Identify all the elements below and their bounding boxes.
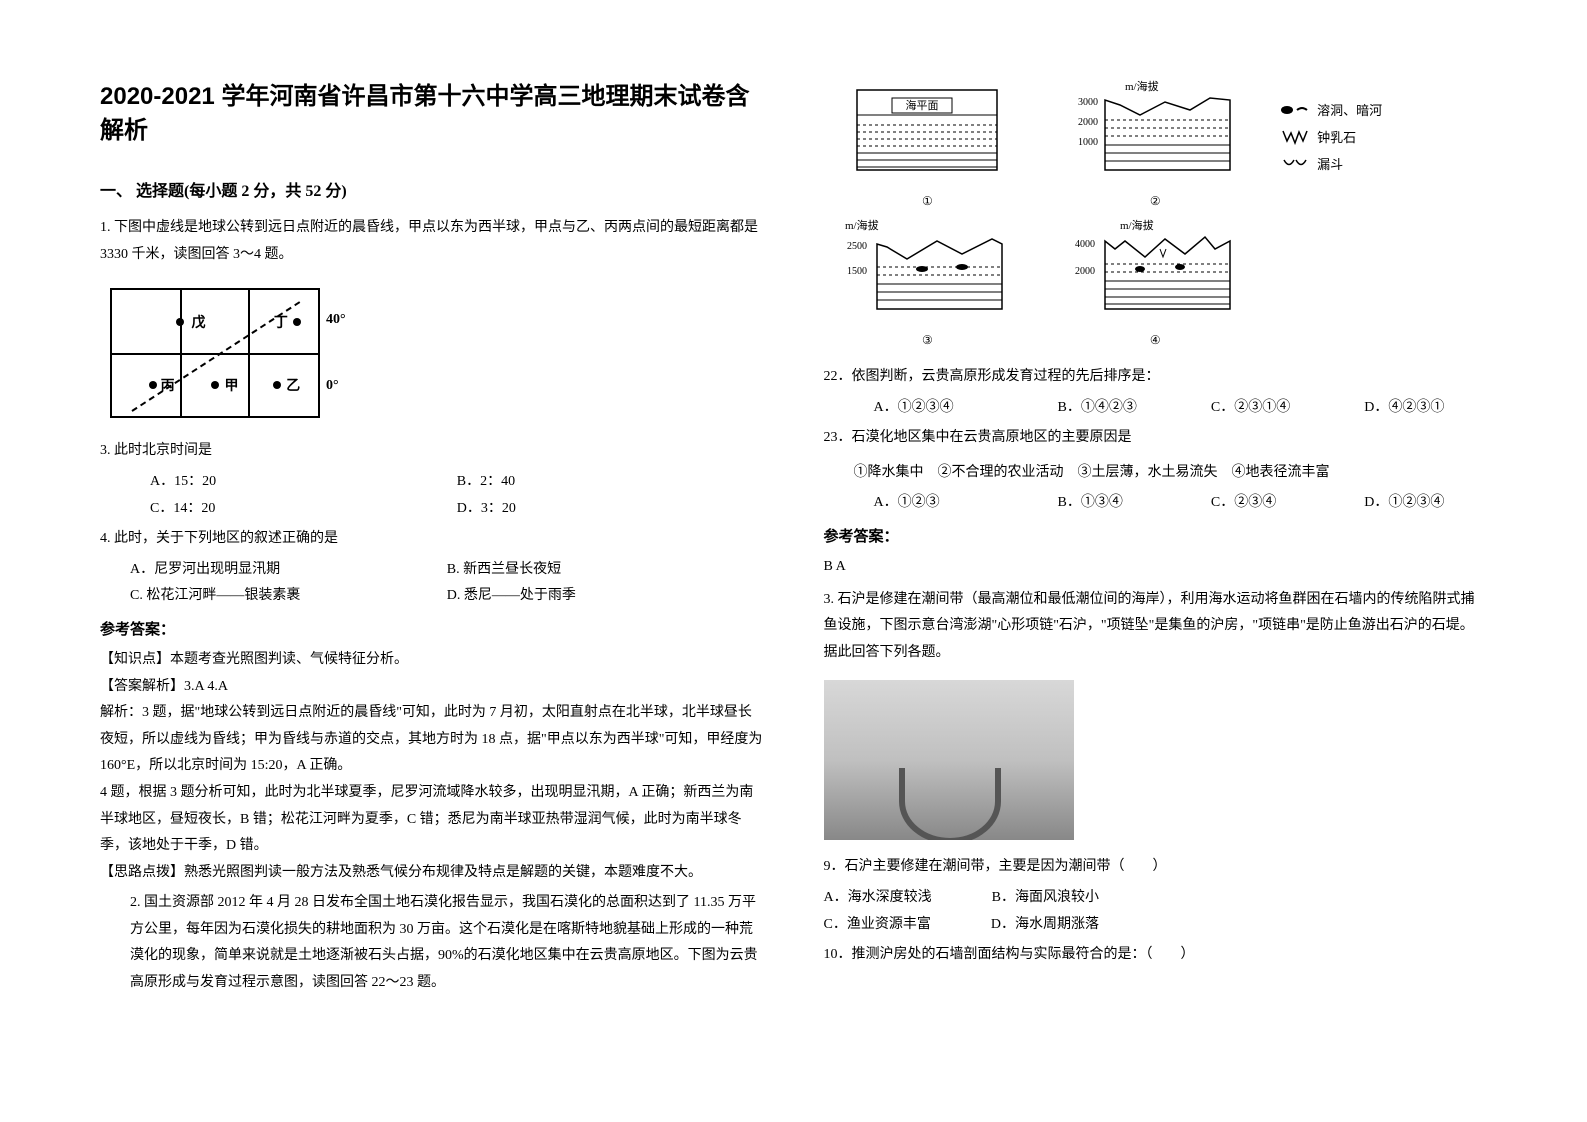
q22-opt-a: A．①②③④ [874,395,1058,422]
q23-opt-b: B．①③④ [1058,490,1211,517]
analysis-1a: 【知识点】本题考查光照图判读、气候特征分析。 [100,647,764,674]
q4-opt-d: D. 悉尼——处于雨季 [447,583,764,610]
q9-opt-d: D．海水周期涨落 [991,912,1099,939]
q22-opt-d: D．④②③① [1364,395,1487,422]
q4-options: A．尼罗河出现明显汛期 B. 新西兰昼长夜短 C. 松花江河畔——银装素裹 D.… [100,557,764,610]
svg-text:2000: 2000 [1075,266,1095,277]
label-bing: 丙 [161,375,175,395]
q9-opt-a: A．海水深度较浅 [824,885,932,912]
answer-2: B A [824,554,1488,581]
geology-legend: 溶洞、暗河 钟乳石 漏斗 [1279,80,1487,209]
q23-opt-d: D．①②③④ [1364,490,1487,517]
q23-opt-a: A．①②③ [874,490,1058,517]
q23-items: ①降水集中 ②不合理的农业活动 ③土层薄，水土易流失 ④地表径流丰富 [824,460,1488,487]
geo-panel-1: 海平面 ① [824,80,1032,209]
section-header: 一、 选择题(每小题 2 分，共 52 分) [100,177,764,201]
q9-options-row2: C．渔业资源丰富 D．海水周期涨落 [824,912,1488,939]
q23-opt-c: C．②③④ [1211,490,1364,517]
svg-text:1500: 1500 [847,266,867,277]
svg-text:1000: 1000 [1078,137,1098,148]
q22-opt-b: B．①④②③ [1058,395,1211,422]
panel-num-4: ④ [1051,333,1259,348]
geo-panel-4: m/海拔 4000 2000 ④ [1051,219,1259,348]
grid-diagram-container: 戊 丁 丙 甲 乙 40° 0° [100,282,764,424]
q3-opt-c: C．14：20 [150,496,457,523]
label-wu: 戊 [192,312,206,332]
left-column: 2020-2021 学年河南省许昌市第十六中学高三地理期末试卷含解析 一、 选择… [100,80,764,1082]
geo-panel-3: m/海拔 2500 1500 ③ [824,219,1032,348]
panel-num-1: ① [824,194,1032,209]
label-ding: 丁 [274,312,288,332]
q1-intro: 1. 下图中虚线是地球公转到远日点附近的晨昏线，甲点以东为西半球，甲点与乙、丙两… [100,215,764,268]
y-label-2: m/海拔 [1125,80,1159,93]
geology-diagrams: 海平面 ① m/海拔 3000 2000 1000 ② 溶洞、暗河 钟乳石 [824,80,1488,348]
right-column: 海平面 ① m/海拔 3000 2000 1000 ② 溶洞、暗河 钟乳石 [824,80,1488,1082]
q23-options: A．①②③ B．①③④ C．②③④ D．①②③④ [824,490,1488,517]
q4: 4. 此时，关于下列地区的叙述正确的是 [100,526,764,553]
q3-intro: 3. 石沪是修建在潮间带（最高潮位和最低潮位间的海岸），利用海水运动将鱼群困在石… [824,587,1488,667]
legend-funnel: 漏斗 [1279,154,1343,173]
q4-opt-b: B. 新西兰昼长夜短 [447,557,764,584]
svg-text:m/海拔: m/海拔 [845,219,879,232]
page-title: 2020-2021 学年河南省许昌市第十六中学高三地理期末试卷含解析 [100,80,764,147]
legend-cave: 溶洞、暗河 [1279,100,1382,119]
analysis-1d: 4 题，根据 3 题分析可知，此时为北半球夏季，尼罗河流域降水较多，出现明显汛期… [100,780,764,860]
svg-text:4000: 4000 [1075,239,1095,250]
label-jia: 甲 [224,375,238,395]
analysis-1e: 【思路点拨】熟悉光照图判读一般方法及熟悉气候分布规律及特点是解题的关键，本题难度… [100,860,764,887]
q3: 3. 此时北京时间是 [100,438,764,465]
svg-text:2500: 2500 [847,241,867,252]
sealevel-label: 海平面 [906,98,939,112]
q9-options-row1: A．海水深度较浅 B．海面风浪较小 [824,885,1488,912]
q9-opt-b: B．海面风浪较小 [992,885,1099,912]
lat-0: 0° [326,378,339,394]
legend-stalactite: 钟乳石 [1279,127,1356,146]
q9-opt-c: C．渔业资源丰富 [824,912,931,939]
svg-text:3000: 3000 [1078,97,1098,108]
q3-opt-d: D．3：20 [457,496,764,523]
lat-40: 40° [326,312,346,328]
q4-opt-a: A．尼罗河出现明显汛期 [130,557,447,584]
panel-num-2: ② [1051,194,1259,209]
q23: 23．石漠化地区集中在云贵高原地区的主要原因是 [824,425,1488,452]
q4-opt-c: C. 松花江河畔——银装素裹 [130,583,447,610]
q9: 9．石沪主要修建在潮间带，主要是因为潮间带（ ） [824,854,1488,881]
analysis-1b: 【答案解析】3.A 4.A [100,674,764,701]
grid-diagram: 戊 丁 丙 甲 乙 40° 0° [110,288,320,418]
q2-intro: 2. 国土资源部 2012 年 4 月 28 日发布全国土地石漠化报告显示，我国… [100,890,764,996]
stone-weir-photo [824,680,1074,840]
answer-label-2: 参考答案： [824,525,1488,546]
q22-options: A．①②③④ B．①④②③ C．②③①④ D．④②③① [824,395,1488,422]
q3-opt-b: B．2：40 [457,469,764,496]
q22: 22．依图判断，云贵高原形成发育过程的先后排序是： [824,364,1488,391]
svg-text:2000: 2000 [1078,117,1098,128]
q22-opt-c: C．②③①④ [1211,395,1364,422]
q3-options: A．15：20 B．2：40 C．14：20 D．3：20 [100,469,764,522]
q3-opt-a: A．15：20 [150,469,457,496]
q10: 10．推测沪房处的石墙剖面结构与实际最符合的是：（ ） [824,942,1488,969]
svg-text:m/海拔: m/海拔 [1120,219,1154,232]
geo-panel-2: m/海拔 3000 2000 1000 ② [1051,80,1259,209]
label-yi: 乙 [286,375,300,395]
analysis-1c: 解析：3 题，据"地球公转到远日点附近的晨昏线"可知，此时为 7 月初，太阳直射… [100,700,764,780]
answer-label-1: 参考答案： [100,618,764,639]
panel-num-3: ③ [824,333,1032,348]
